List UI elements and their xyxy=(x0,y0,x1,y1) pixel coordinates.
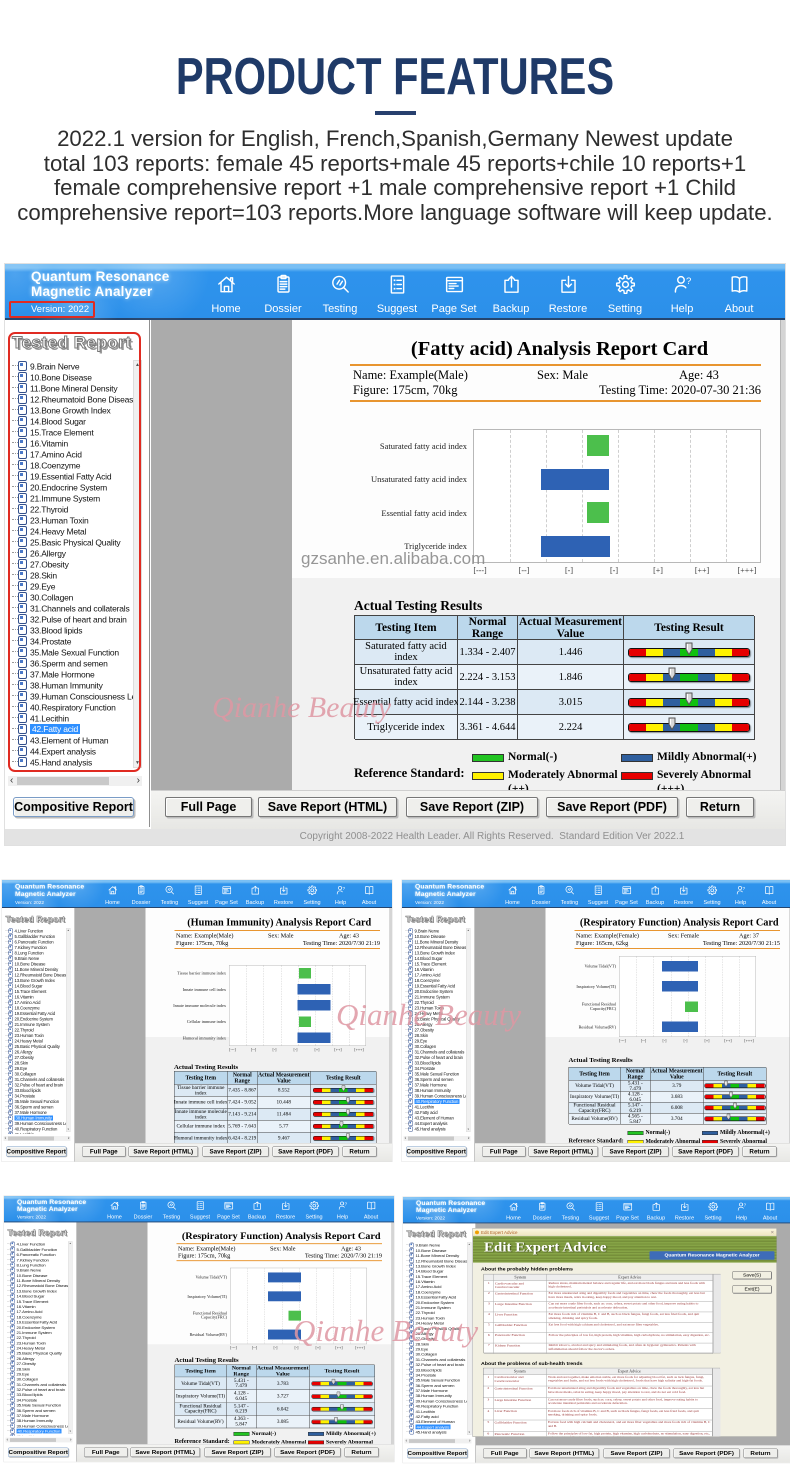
svg-text:?: ? xyxy=(344,1202,347,1207)
svg-text:?: ? xyxy=(685,276,690,287)
svg-text:?: ? xyxy=(743,1203,746,1208)
svg-text:?: ? xyxy=(342,886,345,892)
svg-text:?: ? xyxy=(742,886,745,892)
